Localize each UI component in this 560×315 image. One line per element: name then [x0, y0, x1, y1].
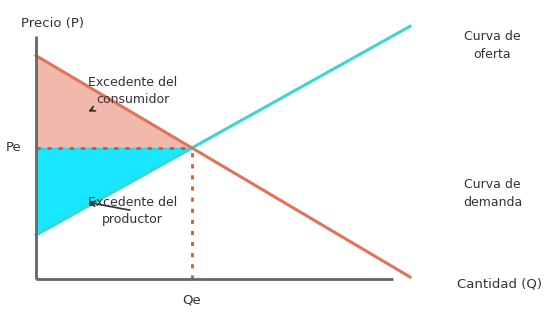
Text: Curva de
oferta: Curva de oferta: [464, 30, 521, 61]
Text: Excedente del
consumidor: Excedente del consumidor: [88, 76, 177, 111]
Text: Qe: Qe: [183, 293, 202, 306]
Polygon shape: [36, 148, 192, 235]
Text: Precio (P): Precio (P): [21, 17, 85, 30]
Polygon shape: [36, 55, 192, 148]
Text: Cantidad (Q): Cantidad (Q): [458, 277, 542, 290]
Text: Pe: Pe: [6, 141, 21, 154]
Text: Excedente del
productor: Excedente del productor: [88, 196, 177, 226]
Text: Curva de
demanda: Curva de demanda: [463, 178, 522, 209]
